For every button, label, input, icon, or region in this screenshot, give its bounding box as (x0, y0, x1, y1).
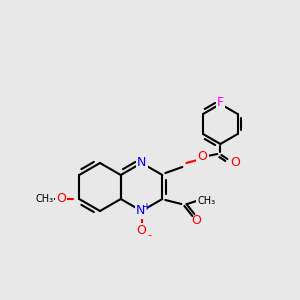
Text: O: O (191, 214, 201, 227)
Text: CH₃: CH₃ (197, 196, 215, 206)
Text: +: + (142, 202, 150, 212)
Text: N: N (136, 205, 145, 218)
Text: O: O (197, 151, 207, 164)
Text: O: O (56, 193, 66, 206)
Text: CH₃: CH₃ (35, 194, 53, 204)
Text: F: F (217, 95, 224, 109)
Text: -: - (148, 230, 152, 240)
Text: O: O (136, 224, 146, 238)
Text: N: N (137, 157, 146, 169)
Text: O: O (230, 155, 240, 169)
